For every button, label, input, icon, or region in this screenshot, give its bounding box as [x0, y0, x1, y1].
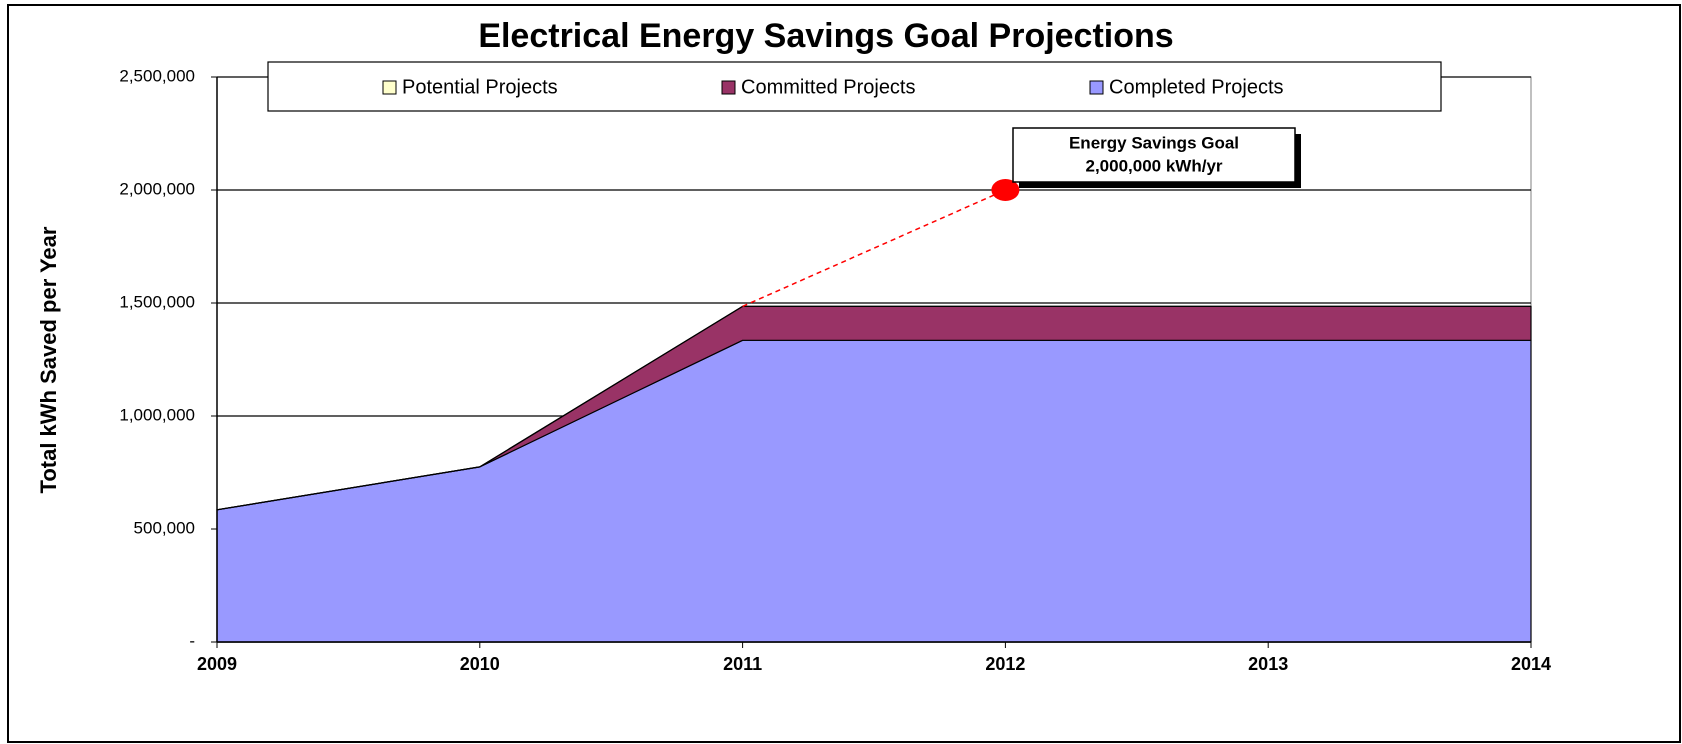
y-tick-label: 1,000,000 [119, 405, 195, 424]
legend-swatch [721, 80, 736, 95]
x-tick-label: 2009 [197, 654, 237, 674]
legend-label: Committed Projects [741, 76, 916, 98]
goal-label: 2,000,000 kWh/yr [1085, 156, 1222, 175]
x-tick-label: 2011 [723, 654, 762, 674]
x-tick-label: 2014 [1511, 654, 1551, 674]
legend-label: Completed Projects [1109, 76, 1284, 98]
area [216, 305, 1532, 511]
legend [267, 61, 1442, 112]
legend-swatch [1089, 80, 1104, 95]
goal-marker [991, 179, 1020, 201]
legend-swatch [382, 80, 397, 95]
goal-label: Energy Savings Goal [1069, 133, 1239, 152]
y-tick-label: 2,000,000 [119, 179, 195, 198]
x-tick-label: 2013 [1248, 654, 1288, 674]
y-axis-label: Total kWh Saved per Year [36, 226, 61, 493]
goal-line [742, 189, 1006, 308]
y-tick-label: 1,500,000 [119, 292, 195, 311]
legend-label: Potential Projects [402, 76, 558, 98]
x-tick-label: 2012 [985, 654, 1025, 674]
y-tick-label: 2,500,000 [119, 66, 195, 85]
x-tick-label: 2010 [460, 654, 500, 674]
y-tick-label: 500,000 [134, 518, 195, 537]
chart-title: Electrical Energy Savings Goal Projectio… [478, 17, 1173, 55]
goal-box [1012, 127, 1296, 183]
y-tick-label: - [189, 631, 195, 650]
